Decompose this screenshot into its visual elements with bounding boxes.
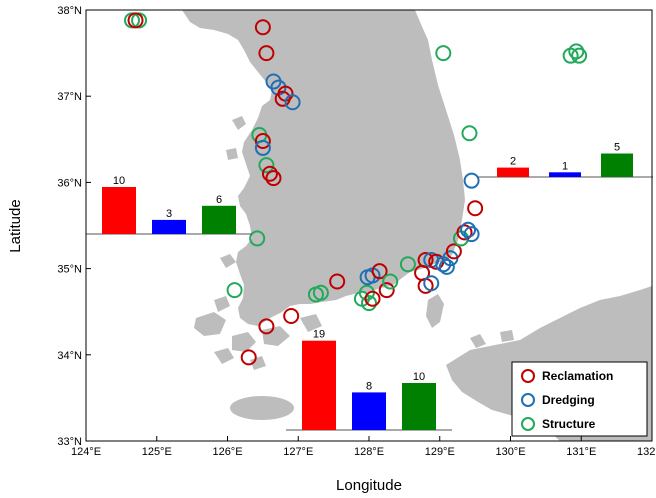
structure-legend-label: Structure: [542, 417, 596, 431]
x-tick-label: 126°E: [212, 446, 242, 458]
south-reclamation-bar-label: 19: [313, 329, 325, 341]
south-dredging-bar-label: 8: [366, 380, 372, 392]
y-axis-title: Latitude: [7, 199, 24, 252]
dredging-site-marker: [460, 221, 477, 238]
y-axis-ticks: 33°N 34°N 35°N 36°N 37°N 38°N: [57, 5, 91, 448]
west-reclamation-bar-label: 10: [113, 175, 125, 187]
bar-charts: 10 3 6 2 1 5 19 8 10: [86, 142, 653, 431]
reclamation-site-marker: [417, 251, 434, 268]
south-region-bar-group: 19 8 10: [286, 329, 452, 431]
west-structure-bar: [202, 205, 236, 234]
site-markers: [123, 12, 588, 366]
dredging-site-marker: [284, 94, 301, 111]
structure-site-marker: [249, 230, 266, 247]
west-coast-islands: [214, 116, 246, 312]
reclamation-site-marker: [261, 165, 278, 182]
y-tick-label: 33°N: [57, 436, 82, 448]
reclamation-site-marker: [254, 19, 271, 36]
x-axis-title: Longitude: [336, 477, 402, 494]
x-tick-label: 124°E: [71, 446, 101, 458]
west-reclamation-bar: [102, 187, 136, 234]
reclamation-site-marker: [258, 45, 275, 62]
structure-site-marker: [226, 282, 243, 299]
reclamation-site-marker: [258, 318, 275, 335]
structure-site-marker: [312, 284, 329, 301]
west-dredging-bar-label: 3: [166, 208, 172, 220]
y-tick-label: 37°N: [57, 91, 82, 103]
structure-site-marker: [461, 125, 478, 142]
structure-site-marker: [571, 47, 588, 64]
reclamation-site-marker: [329, 273, 346, 290]
south-structure-bar: [402, 383, 436, 430]
reclamation-site-marker: [283, 308, 300, 325]
dredging-site-marker: [254, 139, 271, 156]
reclamation-site-marker: [467, 200, 484, 217]
dredging-site-marker: [463, 172, 480, 189]
reclamation-legend-label: Reclamation: [542, 369, 613, 383]
x-tick-label: 127°E: [283, 446, 313, 458]
west-structure-bar-label: 6: [216, 194, 222, 206]
x-tick-label: 128°E: [354, 446, 384, 458]
reclamation-site-marker: [254, 133, 271, 150]
korean-peninsula-land: [182, 10, 465, 326]
south-structure-bar-label: 10: [413, 371, 425, 383]
structure-site-marker: [435, 45, 452, 62]
y-tick-label: 36°N: [57, 177, 82, 189]
reclamation-site-marker: [364, 290, 381, 307]
east-reclamation-bar: [497, 167, 529, 177]
east-region-bar-group: 2 1 5: [477, 142, 653, 178]
reclamation-site-marker: [456, 224, 473, 241]
x-tick-label: 125°E: [142, 446, 172, 458]
structure-site-marker: [568, 43, 585, 60]
west-region-bar-group: 10 3 6: [86, 175, 252, 235]
x-axis-ticks: 124°E 125°E 126°E 127°E 128°E 129°E 130°E 131°E…: [71, 436, 656, 458]
east-structure-bar-label: 5: [614, 142, 620, 154]
reclamation-site-marker: [127, 12, 144, 29]
jeju-island: [230, 396, 294, 420]
east-reclamation-bar-label: 2: [510, 156, 516, 168]
reclamation-legend-marker: [521, 369, 535, 383]
reclamation-site-marker: [445, 243, 462, 260]
reclamation-site-marker: [378, 282, 395, 299]
y-tick-label: 35°N: [57, 264, 82, 276]
x-tick-label: 129°E: [425, 446, 455, 458]
structure-site-marker: [258, 157, 275, 174]
dredging-legend-label: Dredging: [542, 393, 595, 407]
south-reclamation-bar: [302, 340, 336, 430]
south-dredging-bar: [352, 392, 386, 430]
y-tick-label: 38°N: [57, 5, 82, 17]
dredging-site-marker: [463, 226, 480, 243]
legend: Reclamation Dredging Structure: [511, 361, 648, 437]
reclamation-site-marker: [371, 263, 388, 280]
structure-site-marker: [361, 295, 377, 312]
structure-site-marker: [399, 256, 416, 273]
x-tick-label: 132°E: [637, 446, 656, 458]
x-tick-label: 131°E: [566, 446, 596, 458]
x-tick-label: 130°E: [495, 446, 525, 458]
reclamation-site-marker: [240, 349, 257, 366]
structure-site-marker: [382, 273, 399, 290]
east-dredging-bar-label: 1: [562, 160, 568, 172]
y-tick-label: 34°N: [57, 350, 82, 362]
tsushima-island: [426, 294, 444, 328]
dredging-site-marker: [438, 258, 455, 275]
southwest-archipelago: [194, 312, 322, 370]
structure-legend-marker: [521, 417, 535, 431]
east-structure-bar: [601, 153, 633, 177]
reclamation-site-marker: [265, 170, 282, 187]
dredging-legend-marker: [521, 393, 535, 407]
dredging-site-marker: [423, 275, 440, 292]
west-dredging-bar: [152, 219, 186, 234]
reclamation-site-marker: [274, 90, 291, 107]
east-dredging-bar: [549, 172, 581, 177]
japan-islands: [470, 330, 514, 348]
